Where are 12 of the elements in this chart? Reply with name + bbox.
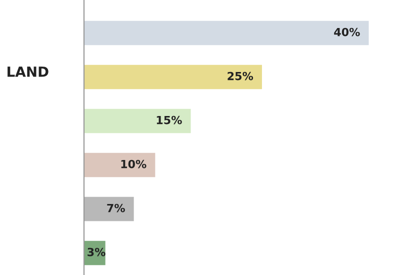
data-label: 3% bbox=[88, 248, 106, 256]
data-label: 15% bbox=[156, 116, 182, 124]
data-label: 7% bbox=[107, 204, 125, 212]
data-label: 25% bbox=[228, 72, 254, 80]
bar bbox=[84, 64, 262, 90]
bar bbox=[84, 20, 369, 46]
bar bbox=[84, 108, 191, 134]
bar bbox=[84, 196, 134, 222]
text: LAND bbox=[8, 66, 48, 77]
bar bbox=[84, 152, 156, 178]
data-label: 10% bbox=[121, 160, 146, 168]
data-label: 40% bbox=[334, 28, 360, 36]
